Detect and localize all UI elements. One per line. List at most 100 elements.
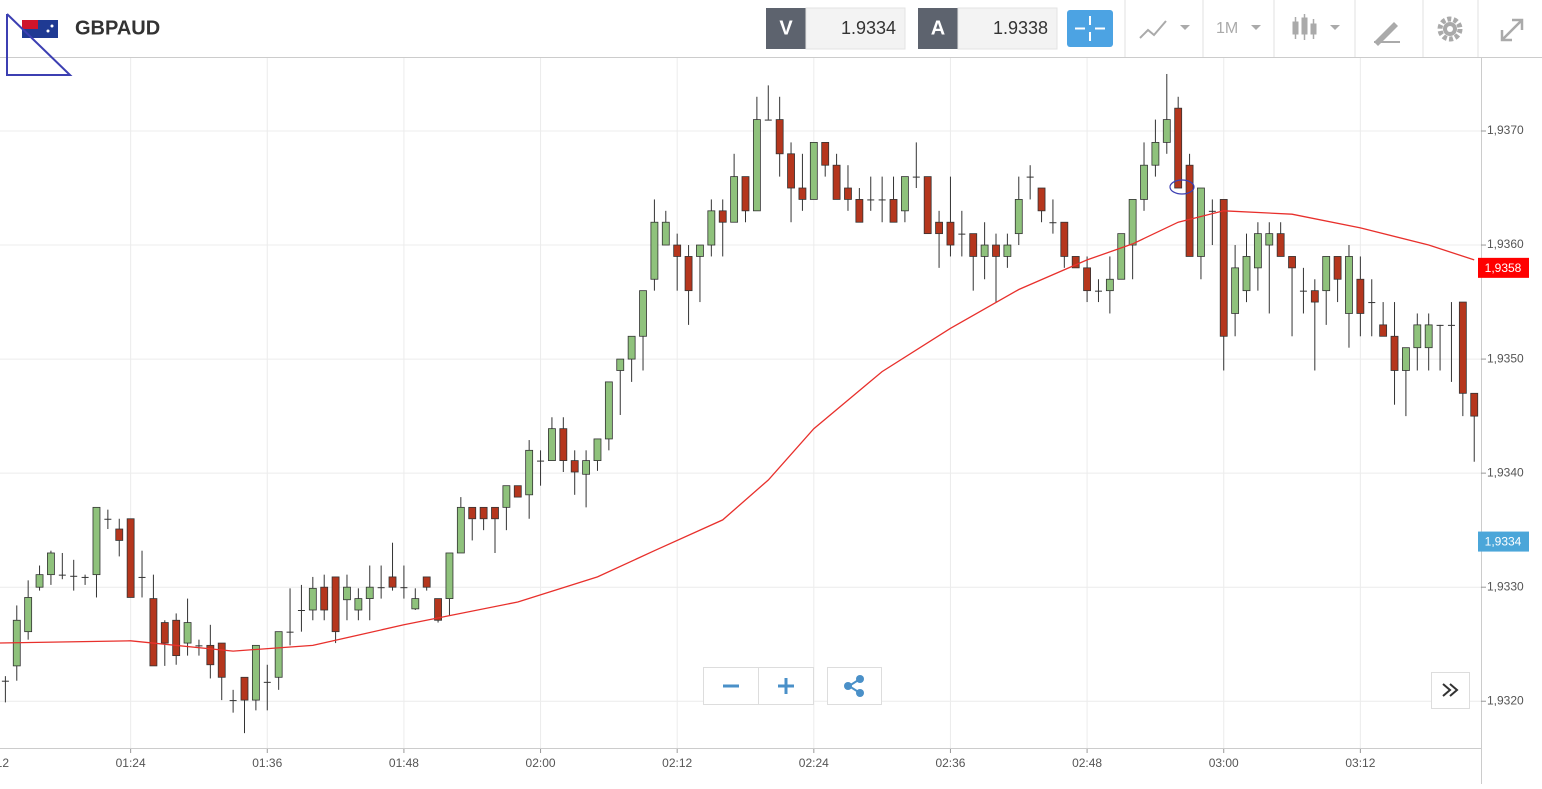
candle-body xyxy=(183,622,192,644)
candle-body xyxy=(1470,392,1479,417)
candle-body xyxy=(104,518,112,520)
candle-body xyxy=(502,485,511,508)
moving-average xyxy=(0,210,1475,652)
flag-icon xyxy=(22,20,58,38)
bid-label: V xyxy=(779,17,793,39)
candle-body xyxy=(343,586,351,601)
candle-body xyxy=(992,244,1000,257)
candle-body xyxy=(70,575,78,577)
candle-body xyxy=(935,221,943,235)
candle-body xyxy=(867,199,875,201)
candle-body xyxy=(297,610,305,611)
indicator-button[interactable] xyxy=(1139,20,1190,39)
candle-body xyxy=(912,176,920,178)
settings-button[interactable] xyxy=(1437,16,1463,42)
candle-body xyxy=(764,119,772,121)
candle-body xyxy=(1128,199,1137,246)
candle-body xyxy=(673,244,682,257)
candle-body xyxy=(1014,199,1023,235)
y-tick-label: 1,9370 xyxy=(1487,123,1524,137)
fullscreen-button[interactable] xyxy=(1500,18,1524,42)
candle-body xyxy=(548,428,556,461)
candle-body xyxy=(1299,290,1307,292)
timeframe-button[interactable]: 1M xyxy=(1216,20,1238,37)
candle-body xyxy=(274,631,283,678)
candle-body xyxy=(422,576,431,588)
y-tick-label: 1,9360 xyxy=(1487,237,1524,251)
candle-body xyxy=(1208,210,1216,212)
y-tick-label: 1,9330 xyxy=(1487,579,1524,593)
candle-body xyxy=(741,176,750,212)
candle-body xyxy=(1037,187,1046,212)
candle-body xyxy=(1026,176,1034,178)
candle-body xyxy=(1413,324,1422,349)
candle-body xyxy=(456,506,465,554)
candle-body xyxy=(1310,290,1319,303)
candle-body xyxy=(513,485,522,498)
candle-body xyxy=(1197,187,1205,257)
price-label: 1,9358 xyxy=(1485,261,1522,275)
drawing-tools-button[interactable] xyxy=(1374,22,1400,46)
candle-body xyxy=(661,221,670,246)
candle-body xyxy=(809,141,818,200)
candle-body xyxy=(1185,164,1194,257)
candle-body xyxy=(1345,256,1353,314)
share-button[interactable] xyxy=(827,667,882,705)
candle-body xyxy=(798,187,807,200)
candle-body xyxy=(1094,290,1102,292)
zoom-in-button[interactable] xyxy=(758,667,814,705)
scroll-end-button[interactable] xyxy=(1431,672,1470,709)
candle-body xyxy=(855,199,864,223)
y-axis: 1,9320 1,9330 1,9340 1,9350 1,9360 1,9370 1,93… xyxy=(1478,123,1529,707)
candle-body xyxy=(537,460,545,462)
candle-body xyxy=(172,619,181,657)
candle-body xyxy=(980,244,989,257)
candle-body xyxy=(377,587,385,589)
ask-button[interactable] xyxy=(918,8,958,49)
candle-body xyxy=(639,290,647,337)
candle-body xyxy=(400,587,408,589)
plot-area xyxy=(0,73,1479,734)
drawing-triangle xyxy=(6,13,73,76)
candle-body xyxy=(650,221,659,280)
candle-body xyxy=(1003,244,1012,257)
candle-body xyxy=(1,680,9,682)
x-tick-label: 02:36 xyxy=(935,756,965,770)
price-axis-panel xyxy=(1482,58,1542,784)
candle-body xyxy=(1379,324,1388,337)
chart-type-button[interactable] xyxy=(1292,14,1340,40)
candle-body xyxy=(354,598,363,611)
bid-button[interactable] xyxy=(766,8,806,49)
crosshair-button[interactable] xyxy=(1067,10,1113,47)
y-tick-label: 1,9350 xyxy=(1487,351,1524,365)
candle-body xyxy=(491,506,499,520)
candle-body xyxy=(217,642,226,678)
candle-body xyxy=(1390,335,1399,371)
candle-body xyxy=(240,676,249,701)
candle-body xyxy=(1322,256,1331,292)
candle-body xyxy=(878,199,886,201)
candle-body xyxy=(229,700,237,702)
bid-price: 1.9334 xyxy=(841,18,896,38)
candle-body xyxy=(969,233,978,257)
x-tick-label: 02:24 xyxy=(799,756,829,770)
price-label: 1,9334 xyxy=(1485,535,1522,549)
candle-body xyxy=(1402,347,1410,371)
x-tick-label: 01:12 xyxy=(0,756,9,770)
x-tick-label: 02:00 xyxy=(526,756,556,770)
candle-body xyxy=(47,552,55,576)
candle-body xyxy=(707,210,716,246)
candle-body xyxy=(445,552,454,599)
candle-body xyxy=(775,119,784,155)
y-tick-label: 1,9320 xyxy=(1487,693,1524,707)
candle-body xyxy=(1242,256,1251,292)
zoom-out-button[interactable] xyxy=(703,667,759,705)
candle-body xyxy=(958,233,966,235)
candle-body xyxy=(1117,233,1126,280)
candle-body xyxy=(1071,256,1080,269)
candle-body xyxy=(1060,221,1069,257)
candle-body xyxy=(263,681,271,683)
candle-body xyxy=(1083,267,1091,292)
candle-body xyxy=(115,528,124,541)
